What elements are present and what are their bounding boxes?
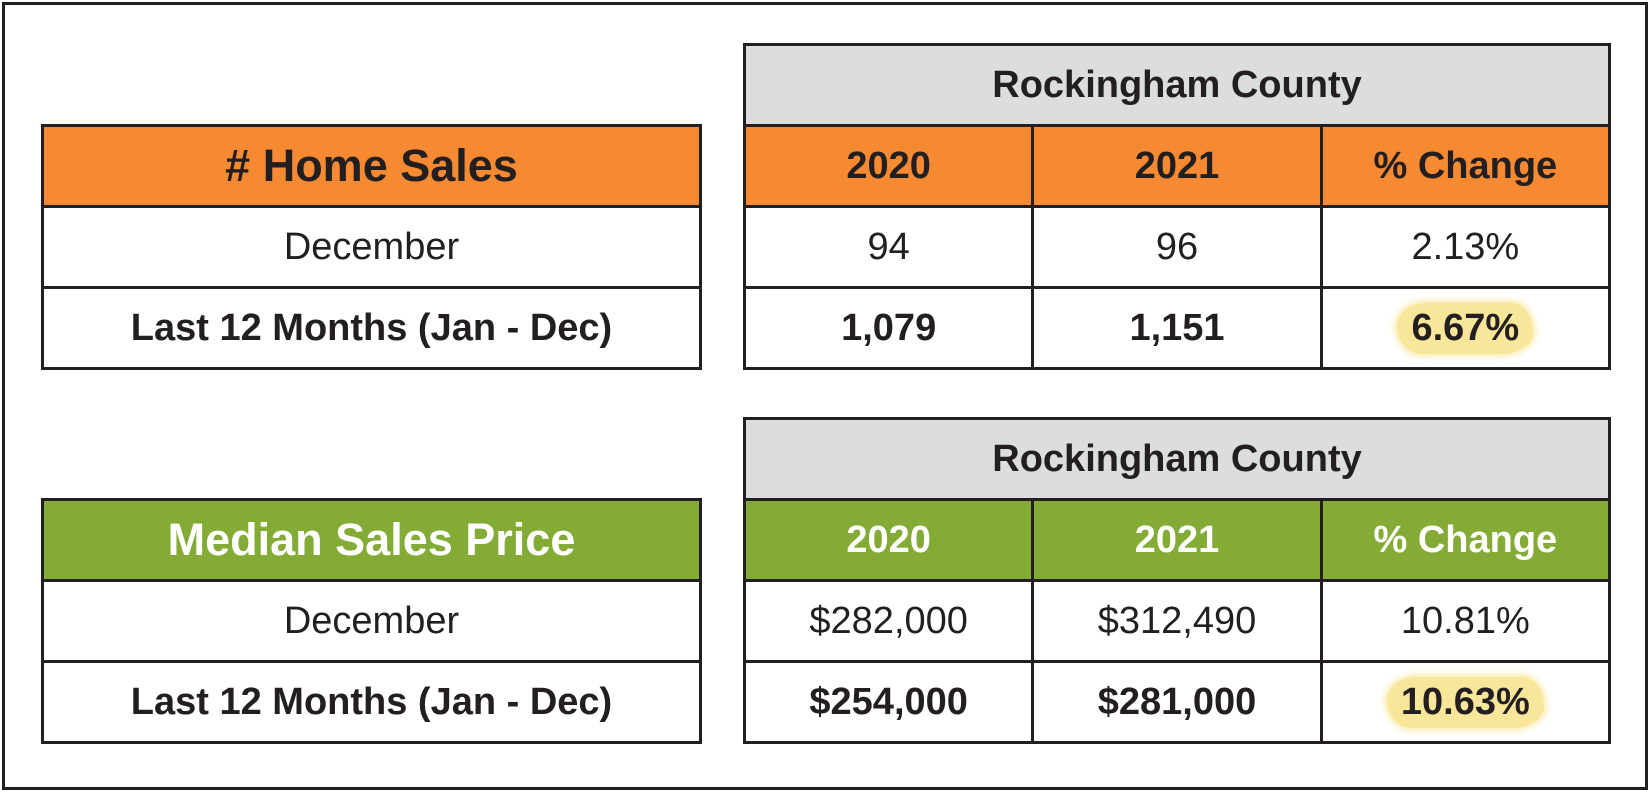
median-price-row-label-last-12-months: Last 12 Months (Jan - Dec) <box>41 660 702 744</box>
median-price-label-table: Median Sales Price December Last 12 Mont… <box>41 498 702 744</box>
median-price-data-table: Rockingham County 2020 2021 % Change $28… <box>742 417 1612 744</box>
home-sales-title: # Home Sales <box>41 124 702 208</box>
home-sales-county-header: Rockingham County <box>743 43 1611 127</box>
median-price-december-2020: $282,000 <box>742 579 1035 663</box>
median-price-12mo-change-cell: 10.63% <box>1319 660 1612 744</box>
home-sales-12mo-2020: 1,079 <box>742 286 1035 370</box>
table-row: $254,000 $281,000 10.63% <box>742 660 1612 744</box>
home-sales-col-change: % Change <box>1319 124 1612 208</box>
median-price-12mo-2021: $281,000 <box>1031 660 1323 744</box>
median-price-row-label-december: December <box>41 579 702 663</box>
median-price-title: Median Sales Price <box>41 498 702 582</box>
median-price-col-2021: 2021 <box>1031 498 1323 582</box>
table-row: $282,000 $312,490 10.81% <box>742 579 1612 663</box>
home-sales-12mo-2021: 1,151 <box>1031 286 1323 370</box>
home-sales-december-2021: 96 <box>1031 205 1323 289</box>
home-sales-december-change: 2.13% <box>1319 205 1612 289</box>
home-sales-row-label-last-12-months: Last 12 Months (Jan - Dec) <box>41 286 702 370</box>
home-sales-row-label-december: December <box>41 205 702 289</box>
home-sales-12mo-change-cell: 6.67% <box>1319 286 1612 370</box>
median-price-december-change: 10.81% <box>1319 579 1612 663</box>
home-sales-december-2020: 94 <box>742 205 1035 289</box>
home-sales-col-2020: 2020 <box>742 124 1035 208</box>
median-price-december-2021: $312,490 <box>1031 579 1323 663</box>
home-sales-12mo-change-highlight: 6.67% <box>1397 302 1534 354</box>
median-price-col-2020: 2020 <box>742 498 1035 582</box>
median-price-12mo-2020: $254,000 <box>742 660 1035 744</box>
table-row: 94 96 2.13% <box>742 205 1612 289</box>
table-row: 1,079 1,151 6.67% <box>742 286 1612 370</box>
median-price-12mo-change-highlight: 10.63% <box>1386 676 1544 728</box>
home-sales-data-table: Rockingham County 2020 2021 % Change 94 … <box>742 43 1612 370</box>
median-price-col-change: % Change <box>1319 498 1612 582</box>
home-sales-col-2021: 2021 <box>1031 124 1323 208</box>
median-price-county-header: Rockingham County <box>743 417 1611 501</box>
home-sales-label-table: # Home Sales December Last 12 Months (Ja… <box>41 124 702 370</box>
